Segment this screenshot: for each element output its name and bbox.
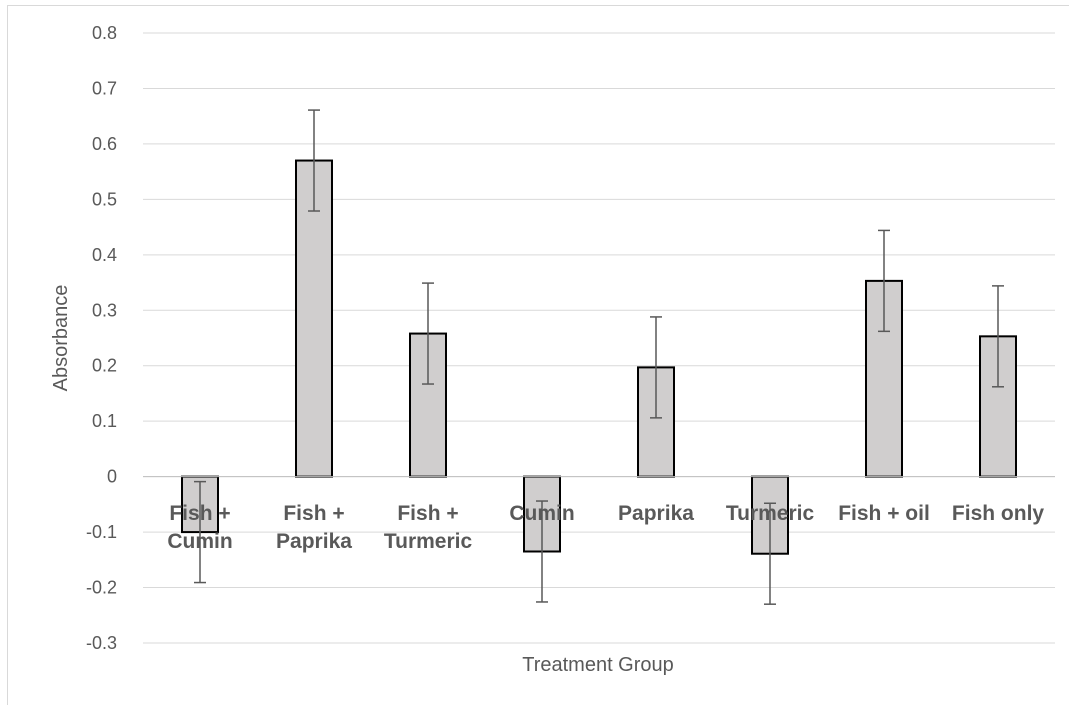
error-bar [536, 500, 548, 603]
y-tick-label: 0.1 [92, 411, 117, 431]
error-bars [194, 109, 1004, 605]
category-label: Fish + Paprika [276, 502, 352, 553]
y-tick-label: 0.2 [92, 356, 117, 376]
chart-frame [7, 5, 1069, 705]
error-bar [992, 285, 1004, 388]
y-tick-label: 0 [107, 467, 117, 487]
category-label-line: Fish + [397, 502, 458, 525]
category-label-line: Turmeric [384, 530, 473, 553]
category-label-line: Paprika [276, 530, 352, 553]
category-label: Fish + Cumin [167, 502, 232, 553]
category-label-line: Fish + [169, 502, 230, 525]
y-tick-label: -0.3 [86, 633, 117, 653]
category-label: Paprika [618, 502, 694, 525]
category-label-line: Fish only [952, 502, 1044, 525]
category-label: Fish + Turmeric [384, 502, 473, 553]
y-tick-label: 0.4 [92, 245, 117, 265]
error-bar [764, 502, 776, 605]
category-label-line: Turmeric [726, 502, 815, 525]
x-axis-title: Treatment Group [522, 654, 674, 676]
category-labels: Fish + Cumin Fish + Paprika Fish + Turmeric Cu… [167, 502, 1044, 553]
bars [181, 159, 1017, 555]
y-tick-label: 0.7 [92, 78, 117, 98]
y-tick-label: -0.1 [86, 522, 117, 542]
category-label-line: Paprika [618, 502, 694, 525]
category-label-line: Cumin [509, 502, 574, 525]
category-label: Turmeric [726, 502, 815, 525]
category-label: Fish + oil [838, 502, 930, 525]
y-tick-label: 0.5 [92, 189, 117, 209]
y-tick-label: 0.8 [92, 23, 117, 43]
category-label-line: Fish + [283, 502, 344, 525]
y-axis-tick-labels: 0.8 0.7 0.6 0.5 0.4 0.3 0.2 0.1 0 -0.1 -0.2 -0.3 [86, 23, 117, 653]
error-bar [650, 316, 662, 419]
y-tick-label: -0.2 [86, 578, 117, 598]
y-tick-label: 0.6 [92, 134, 117, 154]
category-label: Fish only [952, 502, 1044, 525]
error-bar [308, 109, 320, 212]
bar [409, 332, 447, 478]
y-axis-title: Absorbance [50, 285, 72, 392]
error-bar [194, 480, 206, 584]
y-tick-label: 0.3 [92, 300, 117, 320]
error-bar [422, 282, 434, 385]
category-label: Cumin [509, 502, 574, 525]
error-bar [878, 229, 890, 333]
category-label-line: Cumin [167, 530, 232, 553]
category-label-line: Fish + oil [838, 502, 930, 525]
